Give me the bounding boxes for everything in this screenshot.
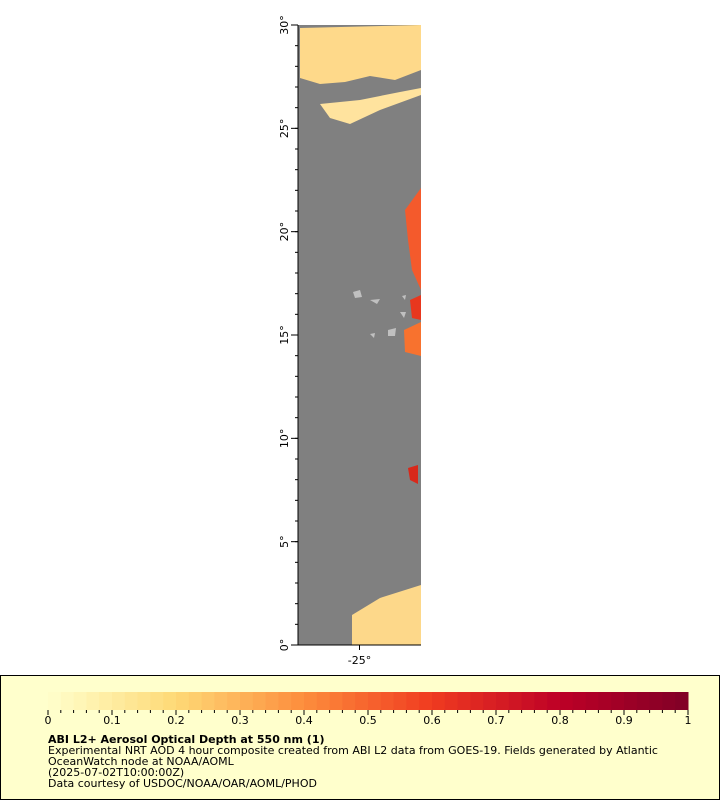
- colorbar-cell: [470, 692, 484, 710]
- map: [297, 25, 421, 646]
- colorbar-cell: [99, 692, 113, 710]
- colorbar-cell: [137, 692, 151, 710]
- colorbar-cell: [560, 692, 574, 710]
- colorbar-cell: [265, 692, 279, 710]
- colorbar-tick-label: 0.6: [423, 714, 441, 727]
- colorbar-tick-label: 0.5: [359, 714, 377, 727]
- colorbar-cell: [291, 692, 305, 710]
- colorbar-cell: [124, 692, 139, 710]
- legend-line: (2025-07-02T10:00:00Z): [48, 766, 184, 779]
- colorbar-cell: [457, 692, 471, 710]
- colorbar-cell: [649, 692, 663, 710]
- colorbar-cell: [163, 692, 177, 710]
- colorbar-cell: [496, 692, 510, 710]
- colorbar-tick-label: 0.1: [103, 714, 121, 727]
- colorbar-cell: [329, 692, 343, 710]
- colorbar-cell: [675, 692, 689, 710]
- colorbar-cell: [48, 692, 62, 710]
- colorbar-tick-label: 0: [45, 714, 52, 727]
- colorbar-tick-label: 0.4: [295, 714, 313, 727]
- colorbar-cell: [380, 692, 395, 710]
- colorbar-cell: [534, 692, 548, 710]
- lat-tick-label: 25°: [278, 119, 291, 139]
- legend-title: ABI L2+ Aerosol Optical Depth at 550 nm …: [48, 733, 325, 746]
- colorbar-cell: [240, 692, 254, 710]
- colorbar-cell: [86, 692, 100, 710]
- colorbar-cell: [444, 692, 459, 710]
- colorbar-cell: [585, 692, 599, 710]
- colorbar-cell: [662, 692, 676, 710]
- colorbar-cell: [214, 692, 228, 710]
- lat-tick-label: 20°: [278, 222, 291, 242]
- colorbar-cell: [368, 692, 382, 710]
- colorbar-cell: [176, 692, 190, 710]
- island: [353, 290, 406, 338]
- colorbar-cell: [188, 692, 203, 710]
- colorbar-cell: [316, 692, 331, 710]
- legend-line: Experimental NRT AOD 4 hour composite cr…: [48, 744, 658, 757]
- lat-tick-label: 10°: [278, 429, 291, 449]
- colorbar-cell: [547, 692, 561, 710]
- legend-line: OceanWatch node at NOAA/AOML: [48, 755, 235, 768]
- colorbar-cell: [393, 692, 407, 710]
- colorbar-cell: [150, 692, 164, 710]
- lat-tick-label: 30°: [278, 15, 291, 35]
- aerosol-plume: [352, 585, 421, 645]
- colorbar-cell: [636, 692, 651, 710]
- colorbar-tick-label: 1: [685, 714, 692, 727]
- colorbar-tick-label: 0.7: [487, 714, 505, 727]
- lat-tick-label: 5°: [278, 535, 291, 548]
- lat-tick-label: 15°: [278, 325, 291, 345]
- colorbar-cell: [252, 692, 267, 710]
- colorbar-cell: [598, 692, 612, 710]
- colorbar-cell: [406, 692, 420, 710]
- colorbar-cell: [432, 692, 446, 710]
- colorbar-cell: [624, 692, 638, 710]
- colorbar-cell: [73, 692, 87, 710]
- colorbar-cell: [572, 692, 587, 710]
- lat-tick-label: 0°: [278, 639, 291, 652]
- aerosol-plume: [408, 465, 418, 484]
- aerosol-plume: [404, 322, 421, 356]
- colorbar-cell: [60, 692, 75, 710]
- aerosol-plume: [300, 25, 421, 84]
- colorbar-cell: [112, 692, 126, 710]
- colorbar-cell: [342, 692, 356, 710]
- colorbar-tick-label: 0.9: [615, 714, 633, 727]
- colorbar-cell: [508, 692, 523, 710]
- colorbar-cell: [278, 692, 292, 710]
- colorbar-cell: [521, 692, 535, 710]
- colorbar-cell: [304, 692, 318, 710]
- colorbar-cell: [355, 692, 369, 710]
- legend-line: Data courtesy of USDOC/NOAA/OAR/AOML/PHO…: [48, 777, 317, 790]
- aerosol-plume: [410, 295, 421, 320]
- colorbar-cell: [419, 692, 433, 710]
- colorbar-tick-label: 0.8: [551, 714, 569, 727]
- colorbar-cell: [483, 692, 497, 710]
- colorbar-cell: [201, 692, 215, 710]
- colorbar-cell: [227, 692, 241, 710]
- aerosol-plume: [320, 88, 421, 124]
- colorbar-cell: [611, 692, 625, 710]
- lon-tick-label: -25°: [348, 654, 371, 667]
- colorbar-tick-label: 0.3: [231, 714, 249, 727]
- aerosol-plume: [405, 188, 421, 290]
- ocean: [298, 25, 421, 645]
- colorbar-tick-label: 0.2: [167, 714, 185, 727]
